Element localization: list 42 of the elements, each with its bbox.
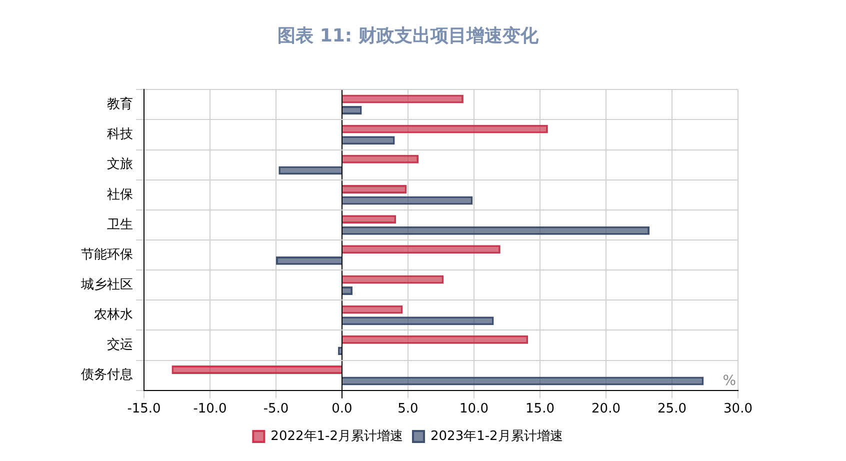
bar — [342, 376, 704, 386]
bar — [342, 196, 473, 205]
legend-label: 2022年1-2月累计增速 — [270, 428, 404, 444]
x-tick-label: 10.0 — [460, 402, 488, 417]
x-tick-label: 15.0 — [526, 402, 554, 417]
y-tick-label: 文旅 — [107, 157, 133, 172]
bar — [342, 316, 494, 326]
x-tick-label: -15.0 — [127, 402, 161, 417]
bar — [342, 305, 403, 314]
x-tick-label: 25.0 — [658, 402, 686, 417]
x-tick-label: 20.0 — [592, 402, 620, 417]
bar — [342, 275, 444, 284]
bar — [342, 185, 407, 194]
y-tick-label: 科技 — [107, 127, 133, 142]
x-tick-label: 0.0 — [332, 402, 352, 417]
annotation: % — [722, 373, 736, 390]
bar — [342, 136, 395, 145]
legend-label: 2023年1-2月累计增速 — [430, 428, 563, 444]
x-tick-label: -10.0 — [193, 402, 227, 417]
bar — [278, 166, 342, 175]
y-tick-label: 节能环保 — [81, 247, 133, 262]
bar — [172, 365, 342, 374]
y-tick-label: 教育 — [107, 96, 133, 112]
bar — [342, 124, 548, 134]
bar — [342, 154, 419, 164]
y-tick-label: 城乡社区 — [80, 277, 133, 292]
chart-title: 图表 11: 财政支出项目增速变化 — [278, 25, 540, 46]
y-tick-label: 卫生 — [107, 217, 133, 232]
bar — [342, 245, 500, 254]
y-tick-label: 交运 — [107, 336, 133, 353]
x-tick-label: -5.0 — [263, 402, 289, 417]
bar — [342, 335, 528, 344]
bar — [342, 106, 362, 115]
x-tick-label: 30.0 — [724, 402, 752, 417]
x-tick-label: 5.0 — [398, 402, 418, 417]
y-tick-label: 债务付息 — [81, 368, 133, 383]
bar — [276, 256, 342, 265]
bar — [342, 215, 396, 224]
y-tick-label: 农林水 — [94, 308, 133, 323]
y-tick-label: 社保 — [107, 187, 133, 202]
bar — [342, 226, 650, 235]
bar — [342, 94, 464, 104]
